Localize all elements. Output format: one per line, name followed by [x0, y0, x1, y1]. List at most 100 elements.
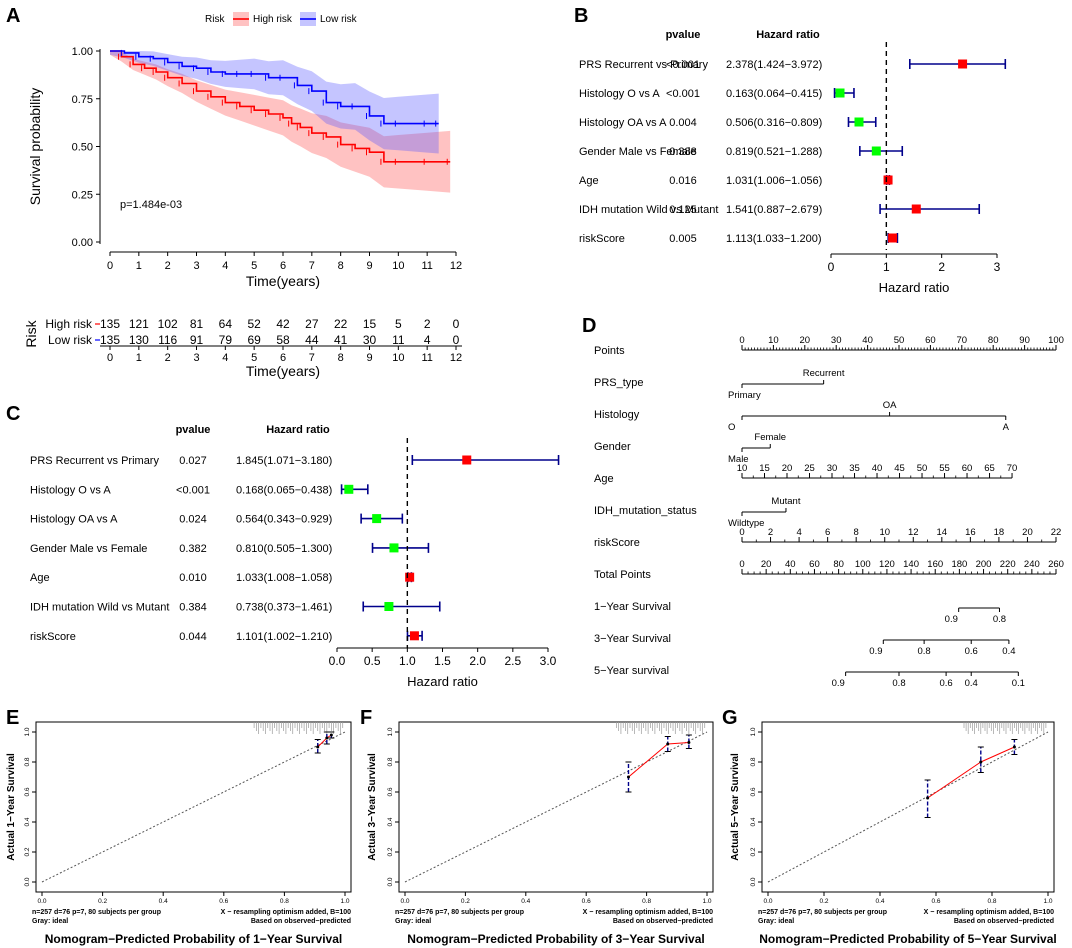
risk-table-tick-label: 3	[193, 352, 199, 364]
scale-tick-label: 25	[804, 463, 815, 474]
footer-left-text: n=257 d=76 p=7, 80 subjects per group	[758, 909, 887, 916]
y-axis-title: Survival probability	[27, 88, 43, 206]
risk-table-value: 135	[100, 317, 120, 331]
calibration-point	[626, 775, 630, 779]
x-tick-label: 3.0	[540, 654, 557, 668]
y-tick-label: 1.0	[387, 727, 394, 736]
panel-a-km-plot: Risk High risk Low risk 0.00 0.25 0.50 0.75 1.0…	[23, 12, 462, 379]
nomogram-row-label: Points	[594, 345, 625, 357]
scale-tick-label: 6	[825, 527, 830, 538]
row-pvalue: 0.016	[669, 175, 697, 187]
scale-tick-label: 0	[739, 335, 744, 346]
risk-table-tick-label: 5	[251, 352, 257, 364]
row-pvalue: 0.005	[669, 233, 697, 245]
panel-c-forest-plot: pvalue Hazard ratio PRS Recurrent vs Prima…	[30, 424, 560, 689]
y-tick-label: 0.6	[24, 787, 31, 796]
footer-right-text: X − resampling optimism added, B=100	[924, 909, 1054, 916]
panel-e-calibration: 0.0 0.2 0.4 0.6 0.8 1.0 0.0 0.2 0.4 0.6 0.8 1.0 Actu…	[6, 721, 352, 946]
risk-table-tick-label: 8	[338, 352, 344, 364]
axis-label: A	[1003, 422, 1010, 433]
footer-left-text: Gray: ideal	[395, 918, 431, 925]
row-hr-text: 0.168(0.065−0.438)	[236, 484, 332, 496]
hr-point	[405, 572, 415, 582]
scale-tick-label: 18	[994, 527, 1005, 538]
x-tick-label: 0.0	[37, 898, 46, 905]
scale-tick-label: 35	[849, 463, 860, 474]
scale-tick-label: 22	[1051, 527, 1062, 538]
footer-left-text: Gray: ideal	[758, 918, 794, 925]
x-axis-title: Hazard ratio	[407, 674, 478, 689]
row-pvalue: 0.125	[669, 204, 697, 216]
scale-tick-label: 90	[1019, 335, 1030, 346]
risk-table-tick-label: 4	[222, 352, 228, 364]
row-pvalue: 0.382	[179, 543, 207, 555]
plot-frame	[761, 721, 1055, 893]
x-tick-label: 0.6	[219, 898, 228, 905]
hr-point	[409, 631, 419, 641]
risk-table-value: 5	[395, 317, 402, 331]
y-tick-label: 0.00	[72, 237, 93, 249]
scale-tick-label: 70	[1007, 463, 1018, 474]
hr-point	[911, 204, 921, 214]
hr-point	[883, 175, 893, 185]
x-tick-label: 0.2	[461, 898, 470, 905]
axis-label: Recurrent	[803, 368, 845, 379]
risk-table-value: 79	[219, 333, 233, 347]
scale-tick-label: 50	[917, 463, 928, 474]
row-label: Gender Male vs Female	[579, 146, 696, 158]
hr-point	[384, 602, 394, 611]
row-label: riskScore	[30, 631, 76, 643]
calibration-point	[316, 745, 320, 749]
x-tick-label: 0.6	[931, 898, 940, 905]
footer-left-text: Gray: ideal	[32, 918, 68, 925]
scale-tick-label: 20	[800, 335, 811, 346]
scale-tick-label: 100	[855, 559, 871, 570]
row-label: riskScore	[579, 233, 625, 245]
axis-label: 0.6	[939, 678, 952, 689]
col-header-hazard-ratio: Hazard ratio	[756, 29, 820, 41]
row-pvalue: 0.044	[179, 631, 207, 643]
x-tick-label: 0.5	[364, 654, 381, 668]
x-axis-title: Nomogram−Predicted Probability of 5−Year…	[759, 932, 1056, 946]
panel-label-b: B	[574, 5, 588, 27]
footer-left-text: n=257 d=76 p=7, 80 subjects per group	[32, 909, 161, 916]
scale-tick-label: 2	[768, 527, 773, 538]
plot-frame	[35, 721, 352, 893]
risk-table-value: 130	[129, 333, 149, 347]
y-tick-label: 0.8	[750, 757, 757, 766]
y-tick-label: 1.0	[750, 727, 757, 736]
x-tick-label: 0.2	[819, 898, 828, 905]
risk-table-tick-label: 9	[366, 352, 372, 364]
row-label: Gender Male vs Female	[30, 543, 147, 555]
risk-table-value: 91	[190, 333, 204, 347]
scale-tick-label: 8	[854, 527, 859, 538]
axis-label: Wildtype	[728, 518, 764, 529]
row-hr-text: 1.113(1.033−1.200)	[726, 233, 822, 245]
scale-tick-label: 12	[908, 527, 919, 538]
axis-label: O	[728, 422, 735, 433]
hr-point	[888, 233, 898, 243]
panel-label-c: C	[6, 403, 20, 425]
y-tick-label: 0.0	[387, 877, 394, 886]
x-tick-label: 3	[193, 260, 199, 272]
risk-table-value: 41	[334, 333, 348, 347]
ideal-line	[41, 731, 346, 883]
risk-table-value: 22	[334, 317, 348, 331]
panel-label-a: A	[6, 5, 20, 27]
row-label: IDH mutation Wild vs Mutant	[30, 602, 169, 614]
nomogram-row-label: Histology	[594, 409, 640, 421]
scale-tick-label: 20	[1022, 527, 1033, 538]
nomogram-row-label: Gender	[594, 441, 631, 453]
row-hr-text: 0.564(0.343−0.929)	[236, 514, 332, 526]
x-tick-label: 6	[280, 260, 286, 272]
row-hr-text: 1.845(1.071−3.180)	[236, 455, 332, 467]
x-tick-label: 0	[107, 260, 113, 272]
y-axis-title: Actual 3−Year Survival	[367, 753, 378, 861]
risk-table-value: 2	[424, 317, 431, 331]
x-axis-title: Nomogram−Predicted Probability of 3−Year…	[407, 932, 704, 946]
scale-tick-label: 40	[785, 559, 796, 570]
row-hr-text: 1.541(0.887−2.679)	[726, 204, 822, 216]
calibration-line	[628, 742, 689, 778]
row-pvalue: 0.027	[179, 455, 207, 467]
